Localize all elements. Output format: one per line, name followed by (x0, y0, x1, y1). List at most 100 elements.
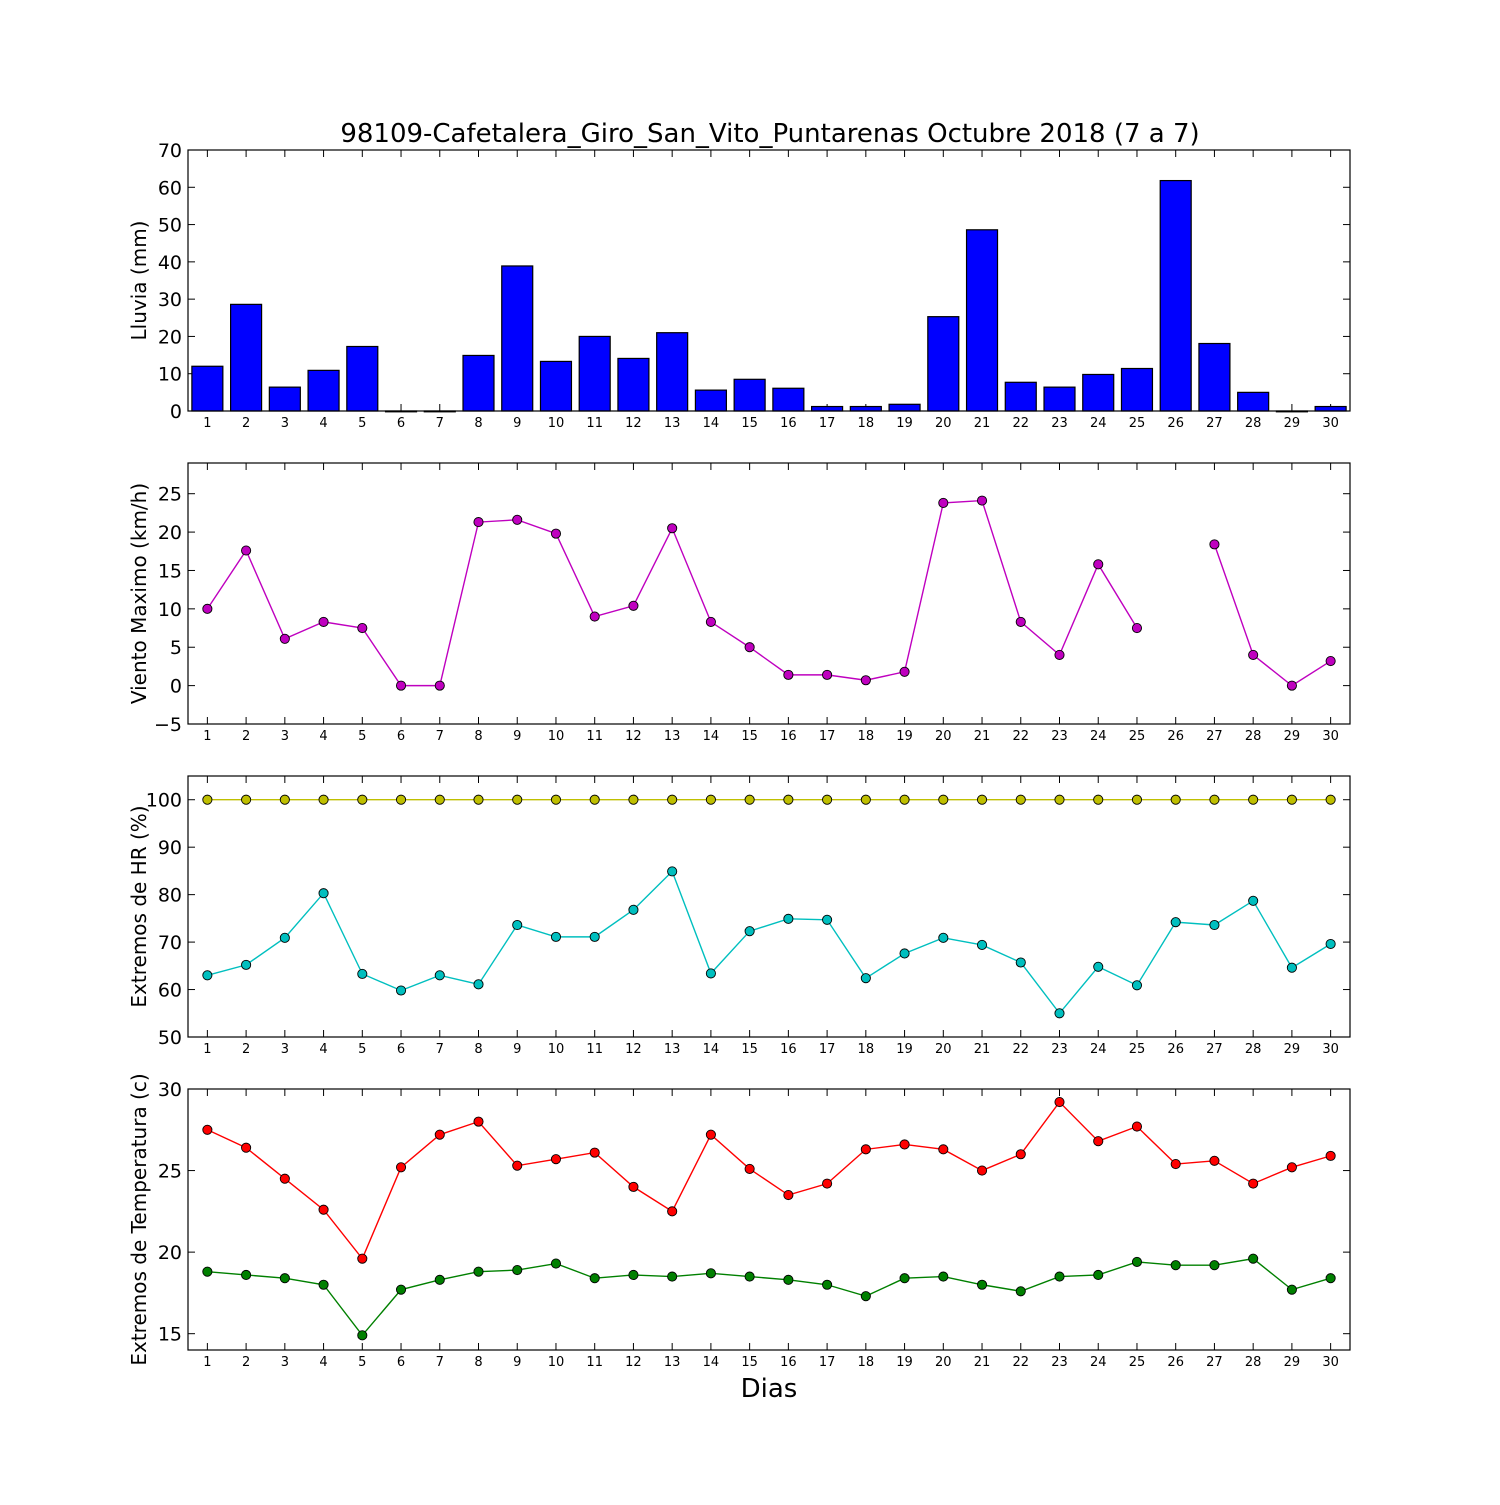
hr-series-0-point (241, 794, 252, 805)
lluvia-xtick-label: 8 (474, 416, 482, 431)
temperatura-series-0-point (202, 1124, 213, 1135)
temperatura-series-0-point (395, 1162, 407, 1173)
hr-xtick-label: 20 (935, 1042, 952, 1057)
figure-title: 98109-Cafetalera_Giro_San_Vito_Puntarena… (340, 119, 1199, 149)
temperatura-series-0-point (783, 1189, 794, 1201)
viento-series-0-point (1286, 680, 1297, 691)
hr-series-1-point (1209, 919, 1220, 931)
viento-series-0-point (628, 600, 639, 611)
viento-xtick-label: 12 (625, 729, 642, 744)
viento-xtick-label: 20 (935, 729, 952, 744)
temperatura-xtick-label: 11 (586, 1355, 603, 1370)
hr-series-1-point (1248, 895, 1259, 906)
lluvia-ytick-label: 60 (158, 177, 182, 199)
viento-xtick-label: 22 (1012, 729, 1029, 744)
temperatura-xtick-label: 7 (436, 1355, 444, 1370)
hr-series-1-point (434, 970, 445, 981)
hr-series-0-point (318, 794, 329, 805)
viento-xtick-label: 6 (397, 729, 405, 744)
temperatura-xtick-label: 19 (896, 1355, 913, 1370)
viento-series-0-point (512, 514, 523, 525)
temperatura-xtick-label: 14 (703, 1355, 720, 1370)
temperatura-series-1-point (241, 1269, 252, 1281)
hr-series-1-point (202, 970, 213, 981)
hr-series-0-point (1054, 794, 1065, 805)
hr-xtick-label: 11 (586, 1042, 603, 1057)
hr-xtick-label: 28 (1245, 1042, 1262, 1057)
lluvia-bar (1082, 373, 1115, 412)
viento-series-0-point (357, 622, 368, 634)
temperatura-series-1-point (783, 1274, 794, 1285)
hr-series-0-point (1248, 794, 1259, 805)
hr-ytick-label: 100 (146, 790, 182, 812)
hr-series-1-point (1325, 938, 1336, 950)
temperatura-series-0-point (1054, 1097, 1065, 1108)
hr-series-0-point (1015, 794, 1026, 805)
lluvia-xtick-label: 16 (780, 416, 797, 431)
hr-series-0-point (202, 794, 213, 805)
lluvia-bar (694, 389, 727, 412)
hr-series-1-point (1170, 917, 1181, 928)
hr-xtick-label: 8 (474, 1042, 482, 1057)
hr-series-1-point (241, 959, 252, 970)
hr-series-0-point (705, 794, 716, 805)
lluvia-ytick-label: 70 (158, 140, 182, 162)
lluvia-xtick-label: 4 (319, 416, 327, 431)
viento-xtick-label: 29 (1284, 729, 1301, 744)
viento-series-0-point (667, 523, 678, 534)
viento-series-0-point (202, 603, 213, 614)
hr-series-0-point (434, 794, 445, 805)
lluvia-xtick-label: 19 (896, 416, 913, 431)
lluvia-ytick-label: 50 (158, 215, 182, 237)
viento-xtick-label: 4 (319, 729, 327, 744)
temperatura-series-0-point (1015, 1149, 1026, 1160)
lluvia-bar (888, 403, 921, 412)
viento-xtick-label: 16 (780, 729, 797, 744)
hr-y-axis-label: Extremos de HR (%) (127, 805, 151, 1007)
lluvia-bar (346, 345, 379, 412)
temperatura-ytick-label: 25 (158, 1161, 182, 1183)
temperatura-series-1-point (512, 1265, 523, 1276)
temperatura-series-0-point (822, 1178, 833, 1189)
viento-series-0-point (1093, 559, 1104, 570)
temperatura-xtick-label: 24 (1090, 1355, 1107, 1370)
viento-series-0-point (1248, 649, 1259, 660)
hr-series-0-point (395, 794, 407, 805)
temperatura-series-0-point (628, 1181, 639, 1192)
lluvia-bar (656, 332, 689, 412)
temperatura-xtick-label: 1 (203, 1355, 211, 1370)
hr-xtick-label: 7 (436, 1042, 444, 1057)
lluvia-bar (733, 378, 766, 412)
viento-ytick-label: 10 (158, 599, 182, 621)
hr-xtick-label: 10 (548, 1042, 565, 1057)
temperatura-series-1-point (938, 1271, 949, 1282)
hr-ytick-label: 80 (158, 885, 182, 907)
hr-series-0-point (589, 794, 600, 805)
temperatura-xtick-label: 3 (281, 1355, 289, 1370)
hr-series-1-point (938, 932, 949, 943)
temperatura-series-1-point (705, 1268, 716, 1279)
hr-xtick-label: 24 (1090, 1042, 1107, 1057)
viento-series-0-point (279, 633, 290, 644)
temperatura-series-0-point (938, 1144, 949, 1155)
temperatura-series-1-point (473, 1266, 484, 1277)
viento-ytick-label: 0 (170, 676, 182, 698)
hr-series-1-point (744, 926, 755, 937)
lluvia-bar (617, 357, 650, 412)
temperatura-xtick-label: 27 (1206, 1355, 1223, 1370)
temperatura-xtick-label: 2 (242, 1355, 250, 1370)
temperatura-xtick-label: 16 (780, 1355, 797, 1370)
hr-xtick-label: 27 (1206, 1042, 1223, 1057)
viento-xtick-label: 13 (664, 729, 681, 744)
temperatura-xtick-label: 26 (1167, 1355, 1184, 1370)
temperatura-xtick-label: 18 (858, 1355, 875, 1370)
temperatura-xtick-label: 23 (1051, 1355, 1068, 1370)
viento-series-0-point (822, 669, 833, 680)
viento-series-0-point (744, 642, 755, 653)
lluvia-xtick-label: 20 (935, 416, 952, 431)
hr-series-1-point (1131, 980, 1143, 991)
lluvia-xtick-label: 17 (819, 416, 836, 431)
temperatura-xtick-label: 9 (513, 1355, 521, 1370)
